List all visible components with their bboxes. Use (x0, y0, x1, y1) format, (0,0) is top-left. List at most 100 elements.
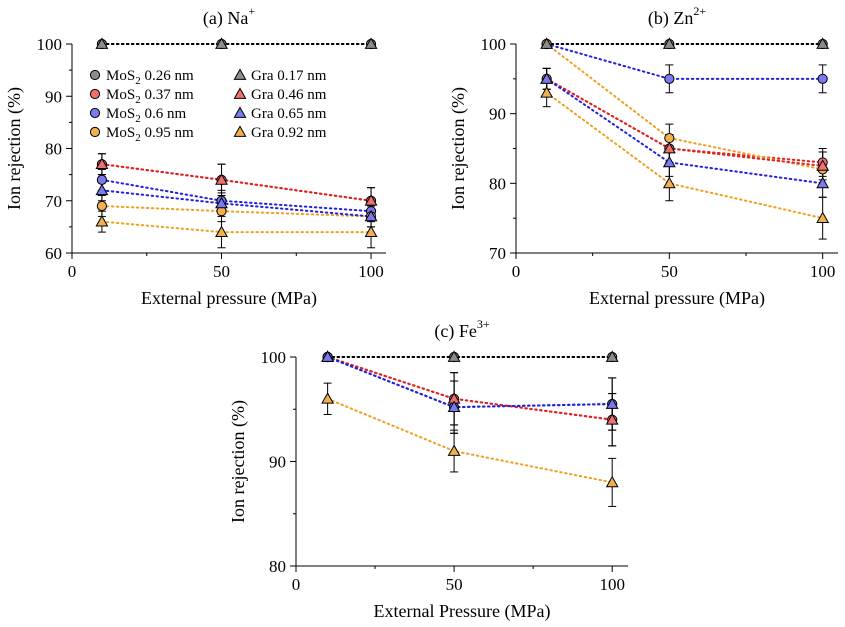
x-tick-label: 50 (213, 262, 230, 281)
legend-label-subscript: 2 (135, 94, 141, 106)
circle-marker (96, 174, 108, 185)
legend-marker (89, 107, 101, 119)
circle-marker (664, 73, 675, 84)
triangle-marker (540, 86, 554, 98)
x-axis-label: External pressure (MPa) (141, 288, 317, 309)
triangle-marker (540, 72, 554, 84)
series-line (326, 356, 614, 409)
legend-label-text: Gra 0.65 nm (251, 106, 327, 122)
legend-label: Gra 0.17 nm (251, 68, 327, 84)
triangle-marker (662, 155, 676, 168)
triangle-marker (662, 176, 676, 189)
series-line (326, 356, 614, 409)
y-tick-label: 80 (489, 174, 506, 193)
legend-label-subscript: 2 (135, 132, 141, 144)
y-tick-label: 80 (269, 557, 286, 576)
legend-label: MoS2 0.37 nm (106, 87, 194, 106)
triangle-marker (215, 173, 228, 185)
legend-label-subscript: 2 (135, 113, 141, 125)
triangle-marker (816, 159, 830, 171)
x-tick-label: 0 (512, 262, 521, 281)
triangle-marker (662, 141, 676, 154)
chart-title-superscript: + (248, 4, 255, 18)
y-tick-label: 90 (45, 87, 62, 106)
triangle-marker (447, 444, 461, 456)
chart-panel-3: 80 90 100 0 50 100 External Pressure (MPa) Ion … (228, 317, 628, 622)
triangle-marker (321, 350, 335, 362)
chart-title: (b) Zn2+ (648, 4, 706, 29)
legend-label-text: MoS (106, 68, 135, 84)
legend-label: Gra 0.65 nm (251, 106, 327, 122)
triangle-marker (95, 157, 109, 170)
series-line (545, 77, 824, 185)
y-tick-label: 100 (261, 348, 287, 367)
triangle-marker (816, 37, 830, 49)
y-axis-label: Ion rejection (%) (448, 87, 469, 210)
chart-title-text: (b) Zn (648, 8, 693, 29)
legend-label-suffix: 0.95 nm (141, 125, 194, 141)
legend-marker (233, 106, 247, 118)
chart-panel-2: 70 80 90 100 0 50 100 External pressure (MPa) Io… (448, 4, 838, 309)
legend-marker (233, 87, 247, 99)
triangle-marker (605, 397, 619, 409)
triangle-marker (364, 209, 378, 222)
y-tick-label: 70 (45, 192, 62, 211)
legend-label-text: MoS (106, 125, 135, 141)
chart-title: (a) Na+ (203, 4, 255, 29)
triangle-marker (662, 37, 676, 49)
y-tick-label: 80 (45, 140, 62, 159)
x-tick-label: 50 (661, 262, 678, 281)
triangle-marker (447, 350, 461, 362)
legend-label: Gra 0.92 nm (251, 125, 327, 141)
legend-label: MoS2 0.26 nm (106, 68, 194, 87)
x-axis-label: External pressure (MPa) (589, 288, 765, 309)
triangle-marker (95, 37, 109, 49)
triangle-marker (95, 215, 109, 227)
chart-title: (c) Fe3+ (434, 317, 489, 342)
chart-title-text: (a) Na (203, 8, 248, 29)
legend-marker (233, 125, 247, 137)
legend-label-suffix: 0.26 nm (141, 68, 194, 84)
series-line (326, 397, 614, 484)
triangle-marker (540, 37, 554, 49)
triangle-marker (816, 176, 830, 189)
circle-marker (96, 200, 108, 212)
legend-label-text: Gra 0.17 nm (251, 68, 327, 84)
triangle-marker (605, 350, 619, 362)
y-tick-label: 90 (269, 453, 286, 472)
x-tick-label: 100 (358, 262, 384, 281)
circle-marker (664, 132, 675, 144)
triangle-marker (215, 225, 228, 237)
triangle-marker (816, 211, 830, 224)
legend-label-text: Gra 0.46 nm (251, 87, 327, 103)
triangle-marker (364, 194, 378, 206)
y-axis-label: Ion rejection (%) (228, 400, 249, 523)
triangle-marker (605, 475, 619, 488)
triangle-marker (364, 37, 378, 49)
legend-label: MoS2 0.95 nm (106, 125, 194, 144)
triangle-marker (321, 392, 335, 404)
y-tick-label: 70 (489, 244, 506, 263)
y-tick-label: 100 (481, 35, 507, 54)
x-tick-label: 100 (810, 262, 836, 281)
series-line (326, 356, 614, 421)
triangle-marker (447, 400, 461, 413)
triangle-marker (215, 196, 228, 209)
legend-marker (89, 69, 101, 81)
series-line (100, 220, 373, 234)
triangle-marker (95, 183, 109, 196)
legend-label-text: MoS (106, 87, 135, 103)
legend-marker (89, 88, 101, 100)
legend-label: MoS2 0.6 nm (106, 106, 186, 125)
triangle-marker (605, 413, 619, 425)
y-tick-label: 60 (45, 244, 62, 263)
legend-label: Gra 0.46 nm (251, 87, 327, 103)
x-tick-label: 0 (292, 575, 301, 594)
series-line (326, 356, 614, 421)
y-tick-label: 100 (37, 35, 63, 54)
legend-label-suffix: 0.6 nm (141, 106, 187, 122)
legend-marker (233, 68, 247, 80)
y-tick-label: 90 (489, 105, 506, 124)
triangle-marker (364, 225, 378, 237)
